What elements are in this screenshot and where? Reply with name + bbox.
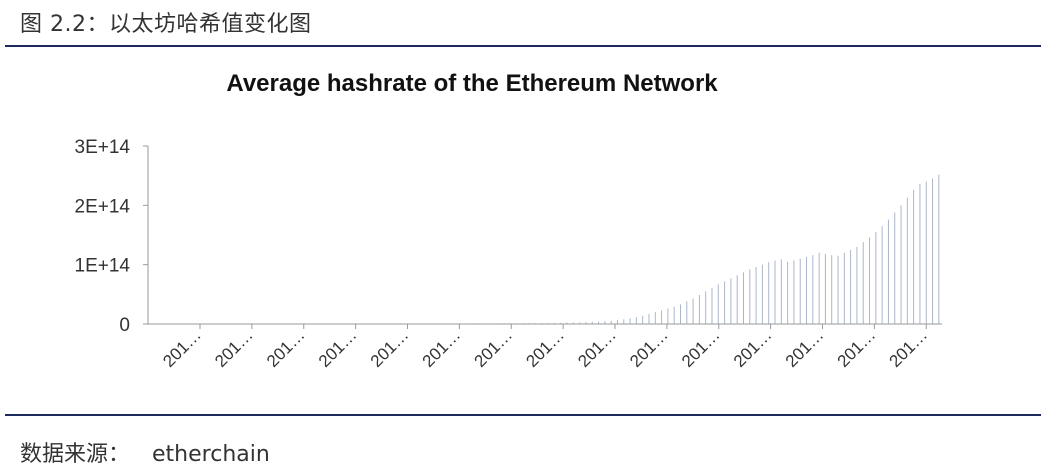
- x-tick-label: 201…: [522, 325, 568, 371]
- bar: [875, 232, 877, 324]
- bar: [787, 261, 789, 324]
- bar: [894, 212, 896, 324]
- x-tick-label: 201…: [574, 325, 620, 371]
- x-tick-label: 201…: [782, 325, 828, 371]
- bar: [906, 197, 908, 324]
- bar: [604, 321, 606, 324]
- x-tick-label: 201…: [419, 325, 465, 371]
- bar: [553, 322, 555, 324]
- x-tick-label: 201…: [211, 325, 257, 371]
- bar: [818, 252, 820, 324]
- bar: [654, 312, 656, 324]
- figure-caption: 图 2.2：以太坊哈希值变化图: [20, 12, 312, 37]
- bar: [780, 259, 782, 324]
- bar: [572, 322, 574, 324]
- y-axis: 0 1E+14 2E+14 3E+14: [75, 137, 149, 336]
- bar: [692, 298, 694, 324]
- x-tick-label: 201…: [886, 325, 932, 371]
- bar: [837, 255, 839, 324]
- source-line: 数据来源： etherchain: [20, 436, 270, 468]
- bar: [881, 226, 883, 324]
- bar: [642, 315, 644, 324]
- bar: [887, 219, 889, 324]
- bar: [698, 294, 700, 324]
- source-label: 数据来源：: [20, 442, 131, 467]
- bar: [566, 322, 568, 324]
- bar: [629, 318, 631, 324]
- x-tick-label: 201…: [678, 325, 724, 371]
- bar: [793, 260, 795, 324]
- y-tick-label: 0: [119, 315, 130, 336]
- x-tick-label: 201…: [626, 325, 672, 371]
- bar: [812, 255, 814, 324]
- x-tick-label: 201…: [159, 325, 205, 371]
- bar: [799, 258, 801, 324]
- bar: [869, 237, 871, 324]
- bar: [724, 281, 726, 324]
- x-tick-label: 201…: [367, 325, 413, 371]
- bar: [705, 291, 707, 324]
- bar: [736, 275, 738, 324]
- bar: [843, 252, 845, 324]
- x-tick-label: 201…: [471, 325, 517, 371]
- bar: [925, 181, 927, 324]
- bar: [730, 278, 732, 324]
- bar: [673, 306, 675, 324]
- x-tick-label: 201…: [315, 325, 361, 371]
- x-tick-label: 201…: [263, 325, 309, 371]
- bar: [667, 308, 669, 324]
- bar: [560, 322, 562, 324]
- bar: [913, 189, 915, 324]
- bar: [623, 319, 625, 324]
- bar: [711, 287, 713, 324]
- bar: [610, 320, 612, 324]
- bar: [635, 317, 637, 324]
- bar: [749, 269, 751, 324]
- bar: [743, 272, 744, 324]
- bar: [686, 301, 688, 324]
- bar: [932, 178, 934, 324]
- bar: [856, 246, 858, 324]
- bar: [768, 262, 770, 324]
- bar: [661, 310, 663, 324]
- bar: [831, 255, 833, 324]
- bar: [806, 256, 808, 324]
- bar: [761, 264, 763, 324]
- bar: [824, 253, 826, 324]
- y-tick-label: 1E+14: [75, 256, 131, 277]
- bar: [585, 322, 587, 324]
- y-tick-label: 2E+14: [75, 196, 131, 217]
- x-tick-label: 201…: [730, 325, 776, 371]
- bar: [598, 321, 600, 324]
- bar: [755, 267, 757, 324]
- bar: [547, 322, 549, 324]
- bottom-rule: [5, 414, 1041, 416]
- bar: [579, 322, 581, 324]
- bar: [717, 284, 719, 324]
- bar: [900, 205, 902, 324]
- chart-title: Average hashrate of the Ethereum Network: [226, 70, 718, 97]
- bar: [648, 313, 650, 324]
- bar: [850, 249, 852, 324]
- bar: [862, 242, 864, 324]
- source-value: etherchain: [152, 442, 270, 467]
- bars: [339, 174, 940, 324]
- top-rule: [5, 45, 1041, 47]
- y-tick-label: 3E+14: [75, 137, 131, 158]
- x-axis: 201… 201… 201… 201… 201… 201… 201… 201… 201… 201……: [148, 323, 942, 371]
- x-tick-label: 201…: [834, 325, 880, 371]
- bar: [774, 260, 776, 324]
- bar: [938, 174, 940, 324]
- bar: [616, 320, 618, 324]
- bar: [679, 304, 681, 324]
- bar: [919, 183, 921, 324]
- bar: [591, 321, 593, 324]
